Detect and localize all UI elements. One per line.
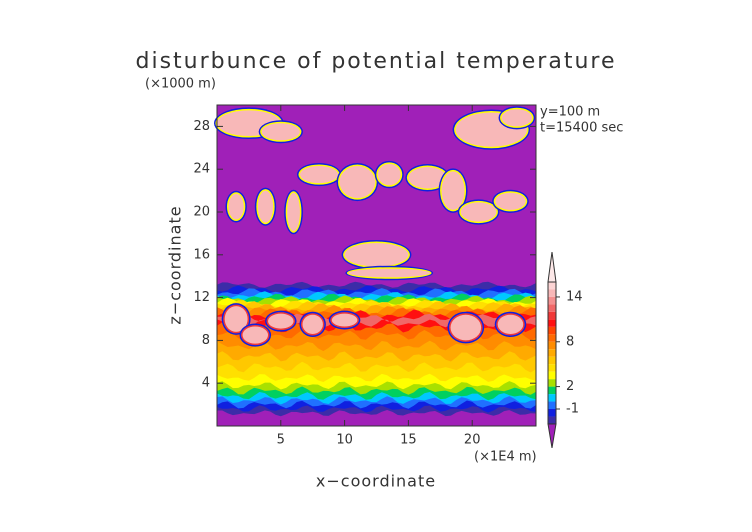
contour-band	[217, 313, 536, 328]
colorbar-band	[548, 379, 556, 387]
annotation: y=100 m	[540, 105, 600, 120]
contour-blob	[268, 313, 294, 329]
contour-blob	[257, 190, 274, 223]
colorbar-band	[548, 326, 556, 335]
x-tick-label: 5	[277, 433, 285, 448]
contour-blob	[408, 167, 447, 189]
contour-blob	[242, 326, 269, 344]
contour-blob	[287, 192, 300, 232]
x-tick-label: 15	[400, 433, 417, 448]
colorbar-band	[548, 356, 556, 365]
y-tick-label: 4	[202, 376, 210, 391]
y-unit-label: (×1000 m)	[145, 77, 216, 92]
contour-blob	[497, 314, 524, 334]
contour-blob	[299, 165, 339, 184]
contour-blob	[441, 171, 465, 210]
colorbar-band	[548, 386, 556, 395]
x-axis-label: x−coordinate	[316, 472, 436, 491]
colorbar-frame	[547, 281, 557, 425]
colorbar-under	[547, 423, 557, 449]
y-tick-label: 8	[202, 333, 210, 348]
colorbar-tick-label: 2	[566, 379, 574, 394]
colorbar-tick-label: 14	[566, 289, 583, 304]
colorbar-band	[548, 364, 556, 372]
contour-blob	[344, 243, 409, 267]
contour-blob	[331, 313, 358, 327]
y-tick-label: 16	[193, 247, 210, 262]
x-tick-label: 20	[464, 433, 481, 448]
contour-blob	[339, 165, 376, 199]
chart-title: disturbunce of potential temperature	[136, 49, 617, 74]
contour-field	[214, 105, 536, 426]
colorbar-band	[548, 371, 556, 380]
x-tick-label: 10	[336, 433, 353, 448]
colorbar-band	[548, 304, 556, 312]
colorbar-band	[548, 296, 556, 305]
annotation: t=15400 sec	[540, 121, 623, 136]
contour-blob	[501, 109, 533, 127]
colorbar-band	[548, 311, 556, 320]
contour-blob	[495, 192, 526, 210]
colorbar-band	[548, 416, 556, 424]
y-tick-label: 28	[193, 119, 210, 134]
colorbar-band	[548, 282, 556, 290]
colorbar-band	[548, 341, 556, 350]
colorbar-band	[548, 349, 556, 357]
x-unit-label: (×1E4 m)	[474, 450, 537, 465]
colorbar-band	[548, 319, 556, 327]
colorbar-band	[548, 334, 556, 342]
y-tick-label: 24	[193, 162, 210, 177]
contour-blob	[228, 193, 244, 220]
contour-blob	[302, 314, 323, 334]
y-tick-label: 20	[193, 205, 210, 220]
contour-blob	[224, 306, 248, 332]
y-tick-label: 12	[193, 290, 210, 305]
colorbar-tick-label: 8	[566, 334, 574, 349]
colorbar-band	[548, 394, 556, 402]
colorbar-band	[548, 289, 556, 297]
contour-blob	[460, 202, 497, 222]
contour-blob	[261, 123, 300, 141]
colorbar-over	[547, 251, 557, 283]
colorbar-band	[548, 401, 556, 409]
contour-blob	[377, 163, 401, 186]
plot-frame	[216, 104, 537, 427]
colorbar-tick-label: -1	[566, 402, 579, 417]
y-axis-label: z−coordinate	[166, 205, 185, 324]
contour-blob	[450, 314, 482, 341]
colorbar-band	[548, 409, 556, 417]
contour-blob	[348, 268, 431, 278]
